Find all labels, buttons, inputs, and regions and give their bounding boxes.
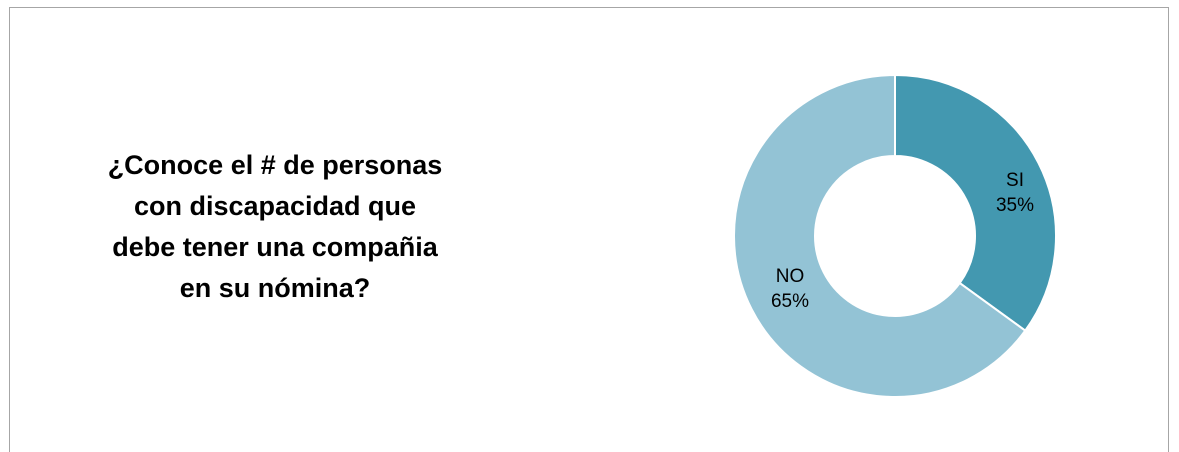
donut-chart: SI 35% NO 65% (733, 73, 1057, 398)
chart-title-line: en su nómina? (179, 273, 371, 303)
chart-title-line: ¿Conoce el # de personas (107, 150, 443, 180)
chart-title: ¿Conoce el # de personas con discapacida… (60, 145, 490, 309)
chart-title-line: debe tener una compañia (112, 232, 438, 262)
slice-category-label: SI (1006, 170, 1024, 191)
slice-category-label: NO (776, 266, 805, 287)
slice-value-label: 65% (771, 291, 809, 312)
donut-slice-si (894, 73, 1057, 333)
chart-title-line: con discapacidad que (133, 191, 417, 221)
donut-slice-no (733, 73, 1027, 398)
slice-value-label: 35% (996, 195, 1034, 216)
